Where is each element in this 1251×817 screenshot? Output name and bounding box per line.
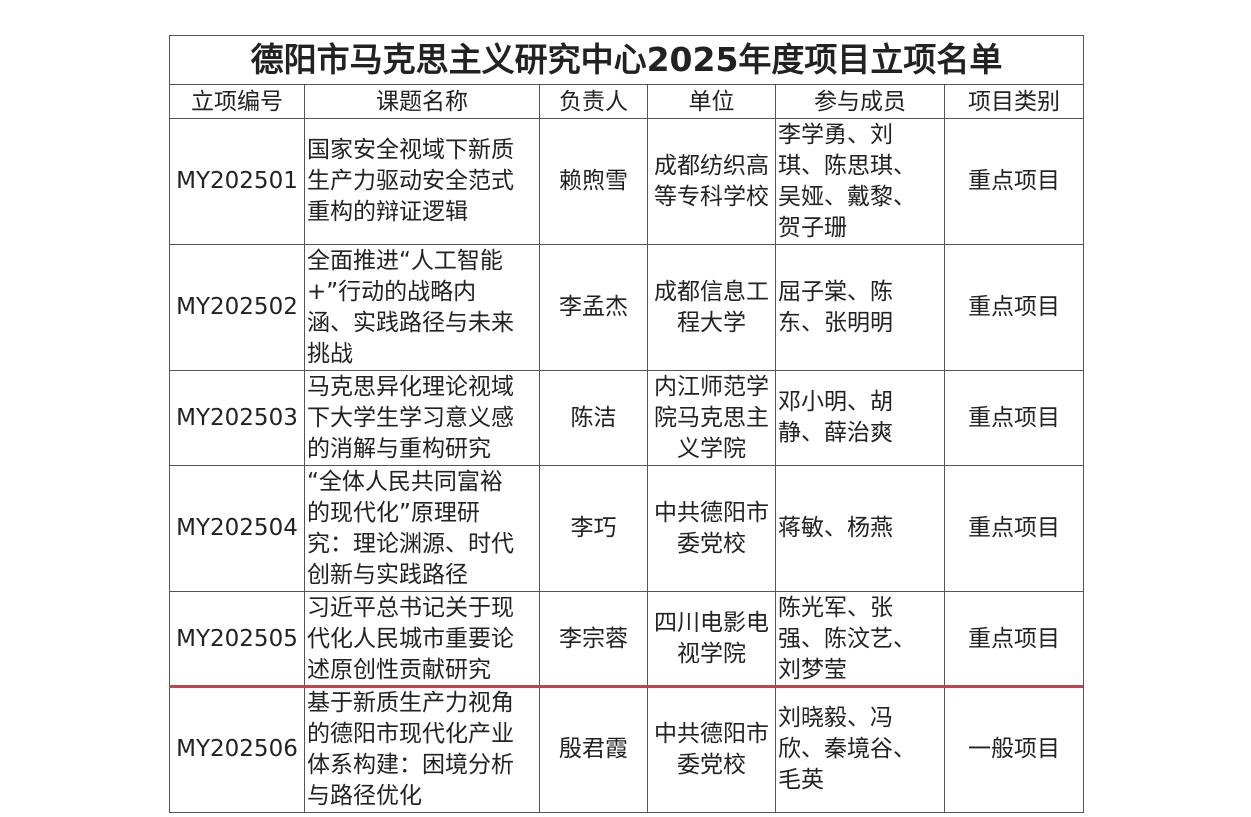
table-row: MY202502 全面推进“人工智能 +”行动的战略内 涵、实践路径与未来 挑战李…: [169, 244, 1085, 371]
project-id-cell: MY202501: [169, 118, 305, 245]
members-cell: 陈光军、张 强、陈汶艺、 刘梦莹: [775, 591, 945, 687]
category-cell: 重点项目: [943, 591, 1085, 687]
members-cell: 邓小明、胡 静、薛治爽: [775, 370, 945, 466]
leader-cell: 赖煦雪: [539, 118, 648, 245]
project-id-cell: MY202503: [169, 370, 305, 466]
unit-cell: 成都纺织高 等专科学校: [647, 118, 776, 245]
column-header-id: 立项编号: [169, 84, 305, 119]
project-id-cell: MY202502: [169, 244, 305, 371]
category-cell: 重点项目: [943, 118, 1085, 245]
category-cell: 重点项目: [943, 244, 1085, 371]
leader-cell: 陈洁: [539, 370, 648, 466]
leader-cell: 殷君霞: [539, 686, 648, 813]
table-row: MY202505 习近平总书记关于现 代化人民城市重要论 述原创性贡献研究 李宗蓉四…: [169, 591, 1085, 687]
unit-cell: 中共德阳市 委党校: [647, 686, 776, 813]
leader-cell: 李宗蓉: [539, 591, 648, 687]
table-row: MY202506 基于新质生产力视角 的德阳市现代化产业 体系构建：困境分析 与路…: [169, 686, 1085, 813]
project-id-cell: MY202506: [169, 686, 305, 813]
column-header-topic: 课题名称: [304, 84, 540, 119]
table-header-row: 立项编号 课题名称 负责人 单位 参与成员 项目类别: [169, 84, 1085, 119]
table-row: MY202503 马克思异化理论视域 下大学生学习意义感 的消解与重构研究 陈洁 内江…: [169, 370, 1085, 466]
document-title: 德阳市马克思主义研究中心2025年度项目立项名单: [168, 35, 1085, 85]
page-divider-line: [169, 685, 1083, 688]
topic-cell: 国家安全视域下新质 生产力驱动安全范式 重构的辩证逻辑: [304, 118, 540, 245]
category-cell: 一般项目: [943, 686, 1085, 813]
category-cell: 重点项目: [943, 370, 1085, 466]
leader-cell: 李孟杰: [539, 244, 648, 371]
topic-cell: 基于新质生产力视角 的德阳市现代化产业 体系构建：困境分析 与路径优化: [304, 686, 540, 813]
project-id-cell: MY202504: [169, 465, 305, 592]
column-header-members: 参与成员: [775, 84, 945, 119]
members-cell: 刘晓毅、冯 欣、秦境谷、 毛英: [775, 686, 945, 813]
unit-cell: 四川电影电 视学院: [647, 591, 776, 687]
unit-cell: 中共德阳市 委党校: [647, 465, 776, 592]
topic-cell: 马克思异化理论视域 下大学生学习意义感 的消解与重构研究: [304, 370, 540, 466]
members-cell: 蒋敏、杨燕: [775, 465, 945, 592]
project-list-table: 德阳市马克思主义研究中心2025年度项目立项名单 立项编号 课题名称 负责人 单…: [168, 35, 1085, 813]
unit-cell: 内江师范学 院马克思主 义学院: [647, 370, 776, 466]
members-cell: 屈子棠、陈 东、张明明: [775, 244, 945, 371]
leader-cell: 李巧: [539, 465, 648, 592]
project-id-cell: MY202505: [169, 591, 305, 687]
members-cell: 李学勇、刘 琪、陈思琪、 吴娅、戴黎、 贺子珊: [775, 118, 945, 245]
topic-cell: 全面推进“人工智能 +”行动的战略内 涵、实践路径与未来 挑战: [304, 244, 540, 371]
table-row: MY202504 “全体人民共同富裕 的现代化”原理研 究：理论渊源、时代 创新与…: [169, 465, 1085, 592]
unit-cell: 成都信息工 程大学: [647, 244, 776, 371]
column-header-leader: 负责人: [539, 84, 648, 119]
topic-cell: “全体人民共同富裕 的现代化”原理研 究：理论渊源、时代 创新与实践路径: [304, 465, 540, 592]
column-header-category: 项目类别: [943, 84, 1085, 119]
column-header-unit: 单位: [647, 84, 776, 119]
table-row: MY202501 国家安全视域下新质 生产力驱动安全范式 重构的辩证逻辑 赖煦雪 成都…: [169, 118, 1085, 245]
category-cell: 重点项目: [943, 465, 1085, 592]
topic-cell: 习近平总书记关于现 代化人民城市重要论 述原创性贡献研究: [304, 591, 540, 687]
